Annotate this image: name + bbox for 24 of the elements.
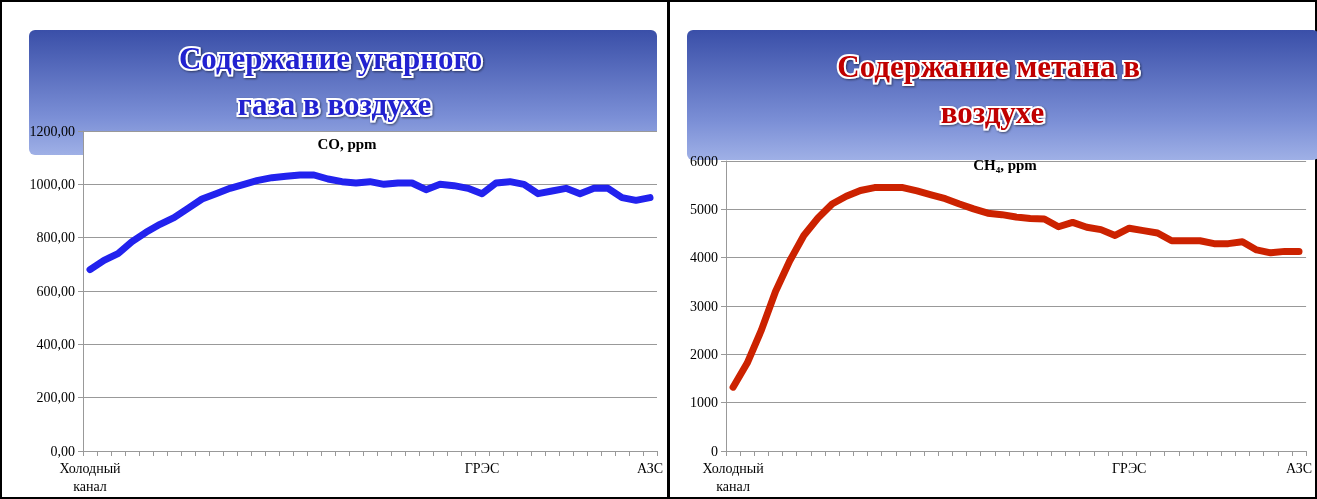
y-tick-label: 3000 bbox=[690, 298, 718, 314]
y-tick-label: 6000 bbox=[690, 153, 718, 169]
x-tick-label: АЗС bbox=[636, 460, 664, 476]
y-tick-label: 5000 bbox=[690, 201, 718, 217]
y-tick-label: 600,00 bbox=[36, 283, 75, 299]
y-tick-label: 0,00 bbox=[50, 443, 75, 459]
chart-title: Содержание метана в воздухе bbox=[837, 48, 1148, 130]
y-tick-label: 200,00 bbox=[36, 390, 75, 406]
x-tick-label: АЗС bbox=[1285, 460, 1313, 476]
y-tick-label: 1200,00 bbox=[29, 123, 75, 139]
x-tick-label: Холодный канал bbox=[59, 460, 122, 494]
y-tick-label: 1000,00 bbox=[29, 176, 75, 192]
y-tick-label: 2000 bbox=[690, 346, 718, 362]
x-tick-label: ГРЭС bbox=[1112, 460, 1147, 476]
x-tick-label: ГРЭС bbox=[464, 460, 500, 476]
chart-subtitle: CO, ppm bbox=[317, 135, 378, 152]
y-tick-label: 4000 bbox=[690, 250, 718, 266]
chart-title: Содержание угарного газа в воздухе bbox=[178, 40, 491, 122]
y-tick-label: 800,00 bbox=[36, 230, 75, 246]
y-tick-label: 400,00 bbox=[36, 336, 75, 352]
x-tick-label: Холодный канал bbox=[702, 460, 765, 494]
y-tick-label: 1000 bbox=[690, 395, 718, 411]
y-tick-label: 0 bbox=[711, 443, 718, 459]
chart-subtitle: CH₄, ppm bbox=[973, 156, 1038, 173]
